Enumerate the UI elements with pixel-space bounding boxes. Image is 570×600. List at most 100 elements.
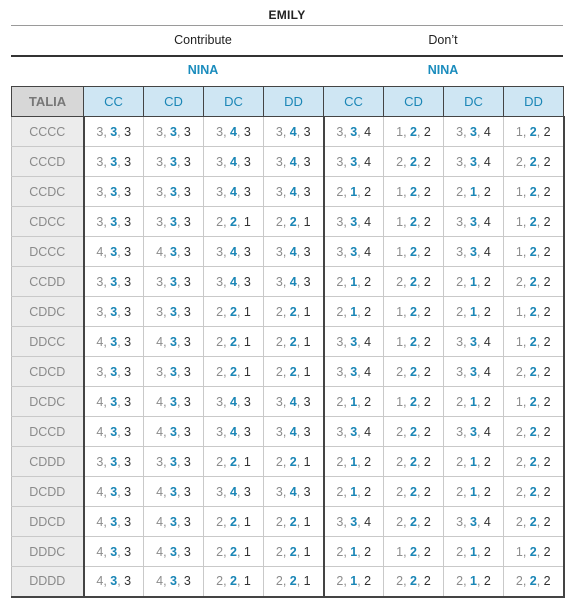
payoff-cell: 4, 3, 3 <box>143 506 204 537</box>
nina-payoff: 3 <box>110 184 118 199</box>
emily-payoff: 3 <box>216 244 224 259</box>
payoff-cell: 3, 3, 3 <box>83 356 144 387</box>
emily-payoff: 2 <box>336 304 344 319</box>
separator-comma: , <box>282 274 290 289</box>
nina-payoff: 4 <box>230 424 237 439</box>
payoff-cell: 2, 2, 1 <box>263 506 324 537</box>
payoff-cell: 3, 4, 3 <box>263 266 324 297</box>
talia-payoff: 3 <box>183 184 191 199</box>
payoff-cell: 2, 2, 1 <box>263 206 324 237</box>
payoff-cell: 2, 2, 1 <box>203 296 264 327</box>
talia-payoff: 3 <box>124 214 132 229</box>
separator-comma: , <box>536 124 544 139</box>
separator-comma: , <box>416 454 424 469</box>
emily-payoff: 2 <box>515 514 523 529</box>
talia-payoff: 2 <box>423 274 431 289</box>
payoff-cell: 3, 4, 3 <box>263 236 324 267</box>
talia-payoff: 4 <box>483 124 491 139</box>
talia-strategy-label: DCDD <box>11 476 85 507</box>
nina-payoff: 1 <box>350 304 358 319</box>
col-header-contribute-cd: CD <box>143 86 204 117</box>
talia-payoff: 3 <box>183 124 191 139</box>
separator-comma: , <box>176 214 184 229</box>
talia-payoff: 1 <box>303 364 311 379</box>
talia-payoff: 2 <box>543 424 551 439</box>
talia-payoff: 3 <box>303 274 311 289</box>
separator-comma: , <box>403 484 411 499</box>
emily-payoff: 3 <box>336 424 344 439</box>
col-header-dont-dd: DD <box>503 86 564 117</box>
separator-comma: , <box>536 214 544 229</box>
nina-payoff: 3 <box>110 274 118 289</box>
separator-comma: , <box>343 154 351 169</box>
separator-comma: , <box>117 574 125 589</box>
talia-payoff: 3 <box>243 184 251 199</box>
separator-comma: , <box>476 244 484 259</box>
talia-payoff: 3 <box>183 274 191 289</box>
separator-comma: , <box>296 214 304 229</box>
separator-comma: , <box>163 304 171 319</box>
talia-payoff: 2 <box>543 514 551 529</box>
nina-payoff: 1 <box>470 304 477 319</box>
separator-comma: , <box>282 364 290 379</box>
nina-payoff: 3 <box>470 244 477 259</box>
payoff-cell: 3, 3, 3 <box>83 146 144 177</box>
nina-payoff: 2 <box>410 484 417 499</box>
choice-contribute: Contribute <box>174 33 232 47</box>
nina-payoff: 3 <box>110 574 118 589</box>
separator-comma: , <box>343 514 351 529</box>
nina-payoff: 2 <box>289 574 297 589</box>
payoff-cell: 1, 2, 2 <box>503 206 565 237</box>
talia-payoff: 2 <box>543 364 551 379</box>
payoff-cell: 3, 3, 3 <box>143 206 204 237</box>
talia-payoff: 2 <box>543 274 551 289</box>
emily-payoff: 2 <box>336 574 344 589</box>
separator-comma: , <box>282 214 290 229</box>
talia-payoff: 2 <box>364 454 372 469</box>
separator-comma: , <box>236 184 244 199</box>
separator-comma: , <box>536 454 544 469</box>
emily-payoff: 3 <box>96 184 104 199</box>
talia-payoff: 1 <box>303 544 311 559</box>
payoff-cell: 3, 3, 3 <box>83 206 144 237</box>
nina-payoff: 2 <box>529 484 537 499</box>
payoff-cell: 3, 3, 3 <box>143 176 204 207</box>
emily-payoff: 3 <box>275 274 283 289</box>
separator-comma: , <box>403 244 411 259</box>
separator-comma: , <box>463 364 471 379</box>
nina-payoff: 3 <box>170 184 177 199</box>
talia-payoff: 1 <box>303 454 311 469</box>
talia-payoff: 3 <box>124 454 132 469</box>
separator-comma: , <box>416 274 424 289</box>
separator-comma: , <box>176 244 184 259</box>
nina-payoff: 3 <box>470 514 477 529</box>
nina-payoff: 3 <box>170 424 177 439</box>
separator-comma: , <box>236 454 244 469</box>
nina-payoff: 2 <box>230 454 237 469</box>
separator-comma: , <box>103 334 111 349</box>
emily-payoff: 1 <box>515 544 523 559</box>
talia-strategy-label: CDCC <box>11 206 85 237</box>
nina-payoff: 3 <box>110 304 118 319</box>
talia-payoff: 3 <box>303 154 311 169</box>
separator-comma: , <box>223 214 231 229</box>
separator-comma: , <box>236 214 244 229</box>
payoff-cell: 1, 2, 2 <box>503 116 565 147</box>
talia-payoff: 2 <box>364 574 372 589</box>
emily-payoff: 2 <box>216 574 224 589</box>
separator-comma: , <box>117 454 125 469</box>
separator-comma: , <box>223 124 231 139</box>
talia-payoff: 2 <box>364 274 372 289</box>
separator-comma: , <box>117 424 125 439</box>
separator-comma: , <box>416 394 424 409</box>
separator-comma: , <box>223 394 231 409</box>
payoff-cell: 3, 4, 3 <box>263 116 324 147</box>
talia-payoff: 3 <box>124 484 132 499</box>
payoff-cell: 2, 2, 1 <box>203 536 264 567</box>
nina-payoff: 2 <box>230 304 237 319</box>
separator-comma: , <box>236 514 244 529</box>
talia-payoff: 2 <box>423 334 431 349</box>
payoff-cell: 1, 2, 2 <box>503 236 565 267</box>
talia-payoff: 2 <box>483 184 491 199</box>
payoff-cell: 4, 3, 3 <box>83 476 144 507</box>
